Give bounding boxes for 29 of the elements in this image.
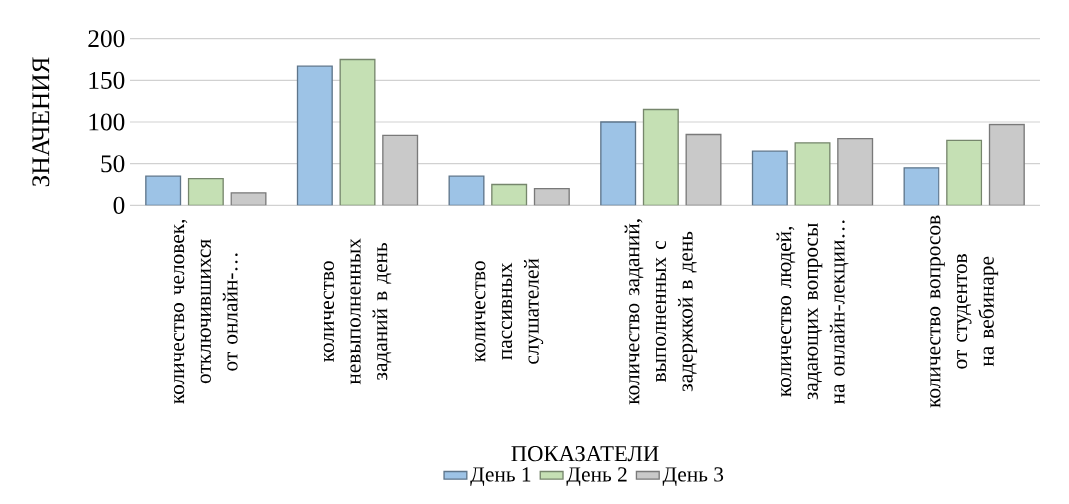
y-tick-label: 150	[89, 71, 125, 89]
y-tick-label: 0	[113, 196, 125, 214]
bar	[903, 167, 940, 206]
bar	[145, 175, 182, 206]
x-tick-label: количество людей, задающих вопросы на онлайн-лекции…	[776, 220, 849, 405]
x-tick-label: количество вопросов от студентов на вебинаре	[930, 215, 999, 408]
x-tick-label: количество заданий, выполненных с задержкой в день	[624, 219, 698, 405]
x-axis-title: ПОКАЗАТЕЛИ	[511, 446, 659, 462]
bar	[448, 175, 485, 206]
bar	[533, 188, 570, 206]
legend-label: День 3	[662, 467, 724, 486]
y-axis-title: ЗНАЧЕНИЯ	[32, 57, 50, 187]
bar	[946, 139, 983, 206]
bar	[339, 58, 376, 206]
x-tick-label: количество человек, отключившихся от онлайн-…	[173, 219, 238, 404]
bar	[751, 150, 788, 206]
y-tick-label: 200	[88, 30, 125, 48]
legend-label: День 1	[470, 467, 531, 486]
bar	[600, 121, 637, 206]
x-tick-label: количество невыполненных заданий в день	[323, 238, 392, 385]
bar	[187, 178, 224, 206]
bar	[642, 108, 679, 206]
x-tick-label: количество пассивных слушателей	[475, 258, 544, 364]
bar	[794, 142, 831, 206]
y-tick-label: 100	[89, 113, 125, 131]
legend-label: День 2	[566, 467, 627, 486]
bar	[296, 65, 333, 206]
bar	[491, 183, 528, 206]
y-tick-label: 50	[101, 155, 125, 173]
